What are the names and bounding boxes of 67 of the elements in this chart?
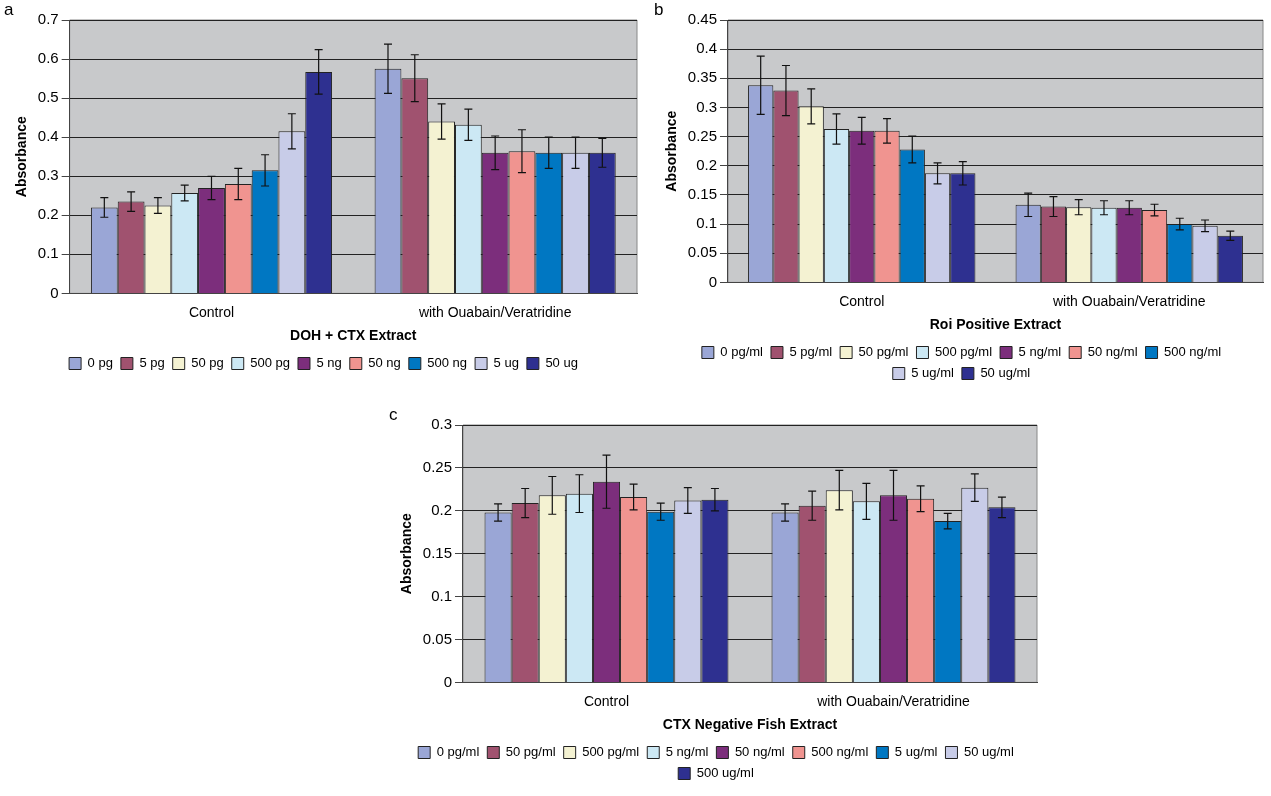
legend-label: 5 ng — [316, 355, 342, 371]
y-tick-label: 0.2 — [696, 155, 717, 173]
x-tick-label: with Ouabain/Veratridine — [816, 692, 970, 709]
legend-label: 500 ug/ml — [696, 765, 754, 781]
y-tick-label: 0.4 — [37, 127, 59, 145]
legend-label: 500 pg — [250, 355, 290, 371]
legend-label: 0 pg/ml — [720, 344, 764, 360]
y-tick-label: 0.15 — [687, 185, 717, 203]
y-tick-label: 0.25 — [422, 458, 452, 476]
x-tick-label: Control — [583, 692, 630, 709]
text: c — [389, 405, 398, 425]
y-tick-label: 0 — [443, 672, 452, 690]
y-tick-label: 0.3 — [431, 415, 452, 433]
legend-label: 5 pg — [139, 355, 165, 371]
y-axis-title: Absorbance — [13, 116, 30, 198]
legend-label: 0 pg/ml — [436, 744, 480, 760]
legend-label: 500 pg/ml — [582, 744, 640, 760]
x-axis-title: Roi Positive Extract — [929, 316, 1062, 333]
y-tick-label: 0 — [708, 272, 717, 290]
y-tick-label: 0.05 — [422, 629, 452, 647]
y-tick-label: 0 — [50, 283, 59, 301]
legend-label: 50 ng — [368, 355, 401, 371]
y-tick-label: 0.2 — [431, 500, 452, 518]
text: b — [654, 0, 664, 20]
y-tick-label: 0.7 — [37, 10, 59, 28]
legend-label: 50 pg — [191, 355, 224, 371]
y-tick-label: 0.3 — [37, 166, 59, 184]
y-tick-label: 0.25 — [687, 126, 717, 144]
legend-label: 5 ug — [493, 355, 519, 371]
legend-label: 500 ng/ml — [1164, 344, 1222, 360]
y-tick-label: 0.1 — [37, 244, 59, 262]
text: a — [4, 0, 14, 20]
x-tick-label: with Ouabain/Veratridine — [1051, 292, 1206, 309]
y-tick-label: 0.3 — [696, 97, 717, 115]
legend-label: 50 pg/ml — [858, 344, 909, 360]
legend-label: 500 ng — [427, 355, 468, 371]
legend-label: 5 ng/ml — [665, 744, 709, 760]
legend-label: 5 ng/ml — [1018, 344, 1062, 360]
y-tick-label: 0.1 — [696, 214, 717, 232]
legend-label: 5 ug/ml — [911, 365, 954, 381]
legend-label: 500 ng/ml — [811, 744, 869, 760]
y-axis-title: Absorbance — [663, 110, 680, 192]
y-tick-label: 0.1 — [431, 586, 452, 604]
x-tick-label: Control — [839, 292, 885, 309]
legend-label: 50 ug — [545, 355, 578, 371]
y-tick-label: 0.15 — [422, 543, 452, 561]
y-tick-label: 0.6 — [37, 49, 59, 67]
legend-label: 50 pg/ml — [505, 744, 556, 760]
legend-label: 50 ng/ml — [1087, 344, 1138, 360]
y-axis-title: Absorbance — [398, 513, 415, 595]
legend-label: 0 pg — [87, 355, 113, 371]
y-tick-label: 0.2 — [37, 205, 59, 223]
x-axis-title: DOH + CTX Extract — [290, 327, 417, 344]
legend-label: 50 ug/ml — [980, 365, 1031, 381]
y-tick-label: 0.45 — [687, 10, 717, 28]
legend-label: 50 ng/ml — [734, 744, 785, 760]
legend-label: 50 ug/ml — [963, 744, 1014, 760]
legend-label: 500 pg/ml — [934, 344, 993, 360]
y-tick-label: 0.4 — [696, 39, 717, 57]
y-tick-label: 0.05 — [687, 243, 717, 261]
x-axis-title: CTX Negative Fish Extract — [662, 716, 838, 733]
x-tick-label: Control — [188, 303, 235, 320]
y-tick-label: 0.5 — [37, 88, 59, 106]
y-tick-label: 0.35 — [687, 68, 717, 86]
legend-label: 5 pg/ml — [789, 344, 833, 360]
legend-label: 5 ug/ml — [894, 744, 938, 760]
x-tick-label: with Ouabain/Veratridine — [417, 303, 572, 320]
